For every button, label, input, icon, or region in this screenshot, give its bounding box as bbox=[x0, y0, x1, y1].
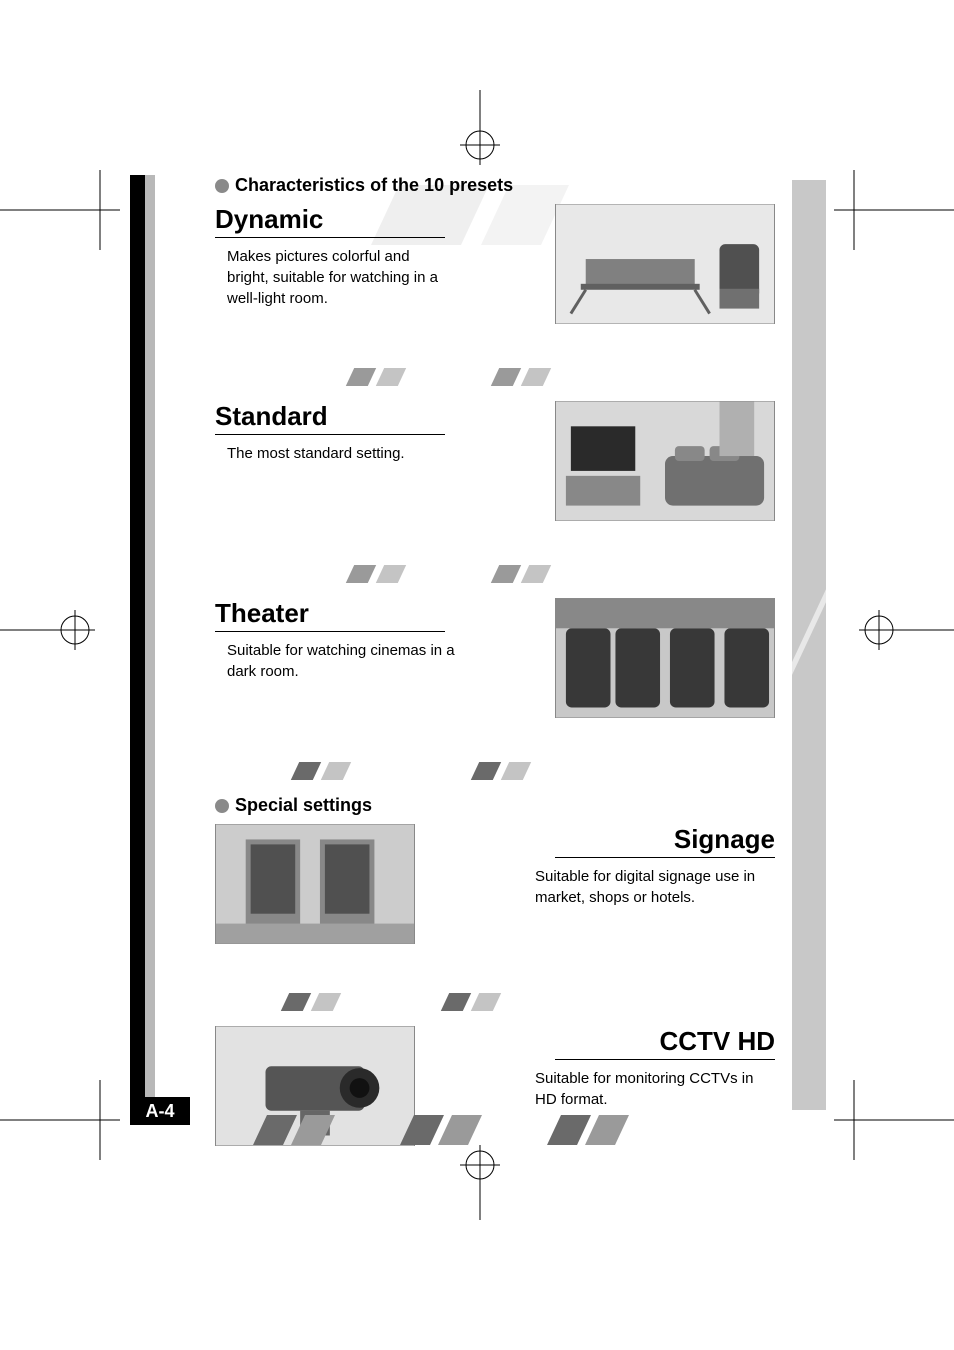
preset-image-signage bbox=[215, 824, 415, 944]
preset-desc-signage: Suitable for digital signage use in mark… bbox=[535, 866, 775, 908]
bottom-stripes bbox=[130, 1115, 824, 1145]
preset-image-dynamic bbox=[555, 204, 775, 324]
page-number: A-4 bbox=[130, 1097, 190, 1125]
preset-title-signage: Signage bbox=[555, 824, 775, 858]
preset-dynamic: Dynamic Makes pictures colorful and brig… bbox=[215, 204, 775, 359]
preset-image-theater bbox=[555, 598, 775, 718]
right-decorative-strip bbox=[792, 180, 826, 1110]
sidebar-gray bbox=[145, 175, 155, 1115]
content-area: Characteristics of the 10 presets Dynami… bbox=[155, 175, 775, 1200]
crop-mark-top-center bbox=[380, 90, 580, 180]
preset-cctv: CCTV HD Suitable for monitoring CCTVs in… bbox=[155, 1026, 775, 1186]
divider-1 bbox=[155, 373, 775, 391]
preset-title-standard: Standard bbox=[215, 401, 445, 435]
bullet-icon bbox=[215, 179, 229, 193]
divider-4 bbox=[155, 998, 775, 1016]
crop-mark-left-mid bbox=[0, 580, 120, 680]
preset-title-dynamic: Dynamic bbox=[215, 204, 445, 238]
preset-image-standard bbox=[555, 401, 775, 521]
section-title-special: Special settings bbox=[235, 795, 372, 816]
divider-3 bbox=[155, 767, 775, 785]
preset-title-theater: Theater bbox=[215, 598, 445, 632]
sidebar-black bbox=[130, 175, 145, 1115]
preset-theater: Theater Suitable for watching cinemas in… bbox=[215, 598, 775, 753]
preset-signage: Signage Suitable for digital signage use… bbox=[155, 824, 775, 984]
preset-desc-cctv: Suitable for monitoring CCTVs in HD form… bbox=[535, 1068, 775, 1110]
preset-title-cctv: CCTV HD bbox=[555, 1026, 775, 1060]
preset-desc-standard: The most standard setting. bbox=[215, 443, 455, 464]
crop-mark-right-mid bbox=[834, 580, 954, 680]
section-heading-special: Special settings bbox=[215, 795, 775, 816]
bullet-icon bbox=[215, 799, 229, 813]
section-heading-presets: Characteristics of the 10 presets bbox=[215, 175, 775, 196]
preset-desc-dynamic: Makes pictures colorful and bright, suit… bbox=[215, 246, 455, 309]
divider-2 bbox=[155, 570, 775, 588]
section-title: Characteristics of the 10 presets bbox=[235, 175, 513, 196]
page-number-label: A-4 bbox=[145, 1101, 174, 1122]
preset-standard: Standard The most standard setting. bbox=[215, 401, 775, 556]
preset-desc-theater: Suitable for watching cinemas in a dark … bbox=[215, 640, 455, 682]
